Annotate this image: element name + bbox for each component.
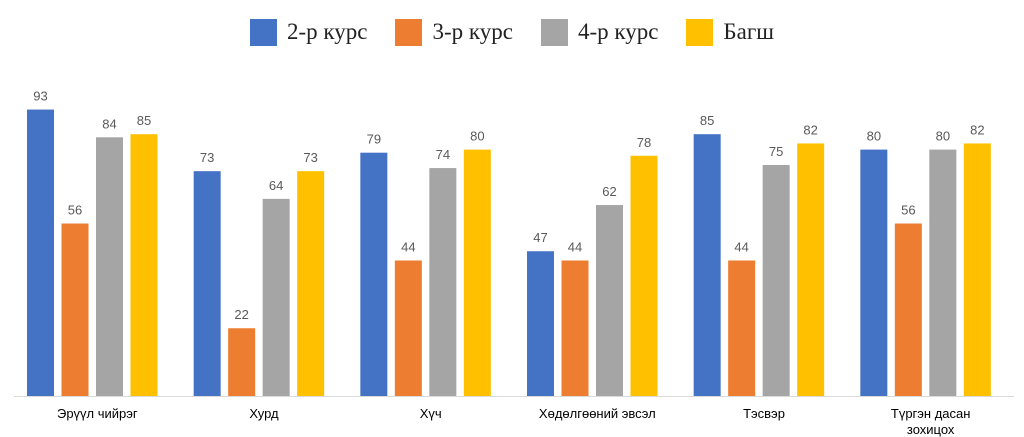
bar [360,153,387,396]
bar [395,260,422,396]
data-label: 62 [602,184,616,199]
data-label: 79 [367,132,381,147]
bar [96,137,123,396]
data-label: 44 [734,239,748,254]
bar [131,134,158,396]
category-label: зохицох [907,422,955,437]
data-label: 22 [234,307,248,322]
data-label: 64 [269,178,283,193]
bar [895,224,922,396]
data-label: 80 [936,129,950,144]
bar [763,165,790,396]
bar [728,260,755,396]
data-label: 56 [68,203,82,218]
data-label: 44 [568,239,582,254]
bar [527,251,554,396]
bar [27,110,54,396]
category-label: Эрүүл чийрэг [57,406,138,421]
bar [429,168,456,396]
bar [797,143,824,396]
data-label: 47 [533,230,547,245]
data-label: 74 [436,147,450,162]
data-label: 80 [470,129,484,144]
data-label: 73 [303,150,317,165]
bar [929,150,956,396]
data-label: 84 [102,116,116,131]
data-label: 85 [700,113,714,128]
bar [464,150,491,396]
data-label: 73 [200,150,214,165]
data-label: 82 [970,122,984,137]
bar [964,143,991,396]
bar [194,171,221,396]
bar [631,156,658,396]
category-label: Хүч [420,406,442,421]
bar [228,328,255,396]
bar [263,199,290,396]
bar [596,205,623,396]
category-label: Тэсвэр [743,406,785,421]
data-label: 56 [901,203,915,218]
data-label: 80 [867,129,881,144]
data-label: 82 [803,122,817,137]
bar [297,171,324,396]
bar [694,134,721,396]
data-label: 85 [137,113,151,128]
bar [860,150,887,396]
bar [562,260,589,396]
data-label: 44 [401,239,415,254]
data-label: 78 [637,135,651,150]
category-label: Хурд [249,406,279,421]
data-label: 93 [33,89,47,104]
data-label: 75 [769,144,783,159]
category-label: Түргэн дасан [891,406,971,421]
category-label: Хөдөлгөөний эвсэл [539,406,656,421]
bar [62,224,89,396]
